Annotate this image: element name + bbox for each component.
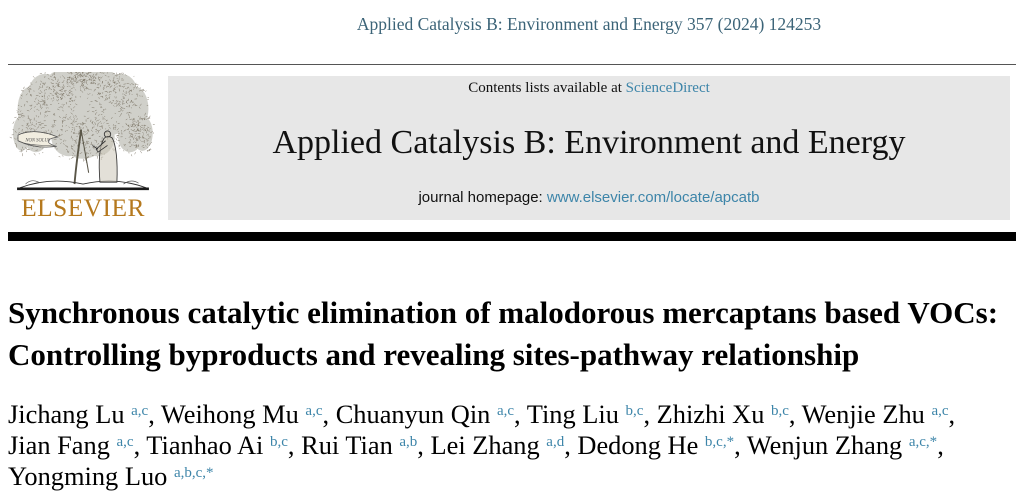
svg-text:NON SOLUS: NON SOLUS (24, 139, 51, 144)
svg-text:ELSEVIER: ELSEVIER (21, 194, 145, 222)
